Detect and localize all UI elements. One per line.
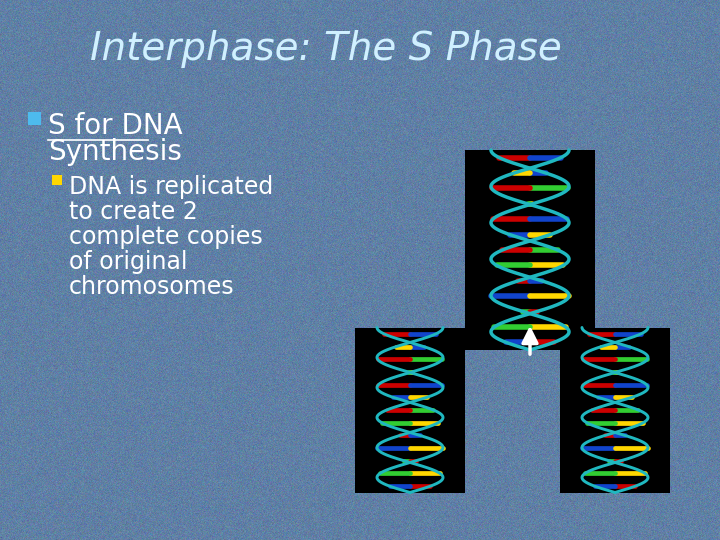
Bar — [560, 327, 670, 492]
Bar — [465, 150, 595, 350]
Bar — [28, 112, 41, 125]
Text: of original: of original — [69, 250, 187, 274]
Bar — [52, 175, 62, 185]
Text: complete copies: complete copies — [69, 225, 263, 249]
Text: to create 2: to create 2 — [69, 200, 198, 224]
Text: Synthesis: Synthesis — [48, 138, 182, 166]
Text: DNA is replicated: DNA is replicated — [69, 175, 274, 199]
Text: Interphase: The S Phase: Interphase: The S Phase — [90, 30, 562, 68]
Text: chromosomes: chromosomes — [69, 275, 235, 299]
Text: S for DNA: S for DNA — [48, 112, 183, 140]
Bar — [355, 327, 465, 492]
